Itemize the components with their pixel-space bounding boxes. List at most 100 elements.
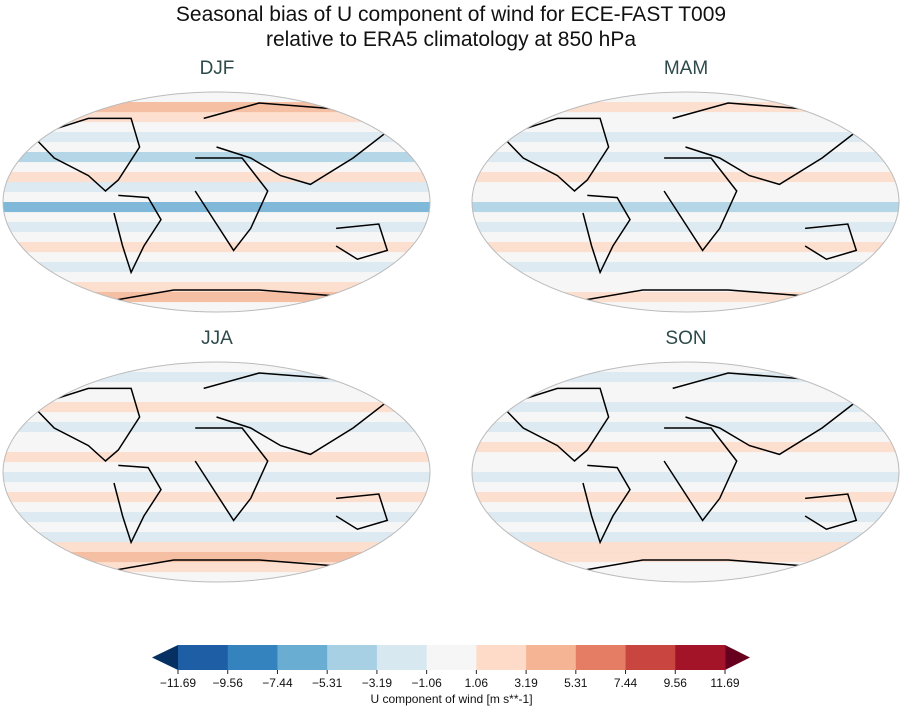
bias-band: [472, 272, 899, 283]
figure-title-line2: relative to ERA5 climatology at 850 hPa: [265, 28, 637, 51]
bias-band: [3, 442, 430, 453]
bias-band: [3, 202, 430, 213]
bias-band: [3, 102, 430, 113]
bias-band: [472, 552, 899, 563]
bias-band: [3, 432, 430, 443]
coastline: [663, 427, 738, 522]
coastline: [203, 372, 389, 456]
bias-band: [472, 522, 899, 533]
bias-band: [472, 222, 899, 233]
bias-band: [472, 432, 899, 443]
coastline: [582, 194, 631, 275]
bias-band: [3, 192, 430, 203]
bias-band: [3, 172, 430, 183]
bias-band: [3, 532, 430, 543]
bias-band: [3, 162, 430, 173]
colorbar-tick-label: 1.06: [465, 676, 489, 690]
panel-title-djf: DJF: [199, 58, 235, 79]
coastline: [32, 117, 141, 192]
colorbar-bin: [178, 645, 229, 670]
bias-band: [472, 482, 899, 493]
coastline: [335, 223, 389, 261]
bias-band: [472, 102, 899, 113]
map-border: [2, 91, 431, 313]
coastline: [804, 223, 858, 261]
colorbar-bin: [227, 645, 278, 670]
bias-band: [472, 562, 899, 573]
bias-band: [3, 512, 430, 523]
bias-band: [3, 112, 430, 123]
bias-band: [472, 502, 899, 513]
colorbar-bin: [575, 645, 627, 670]
colorbar-bin: [625, 645, 676, 670]
bias-band: [472, 242, 899, 253]
map-panel-jja: [3, 362, 430, 582]
bias-band: [472, 492, 899, 503]
bias-band: [3, 302, 430, 312]
coastline: [113, 194, 162, 275]
colorbar-tick-label: −3.19: [362, 676, 393, 690]
colorbar-bin: [327, 645, 378, 670]
bias-band: [3, 492, 430, 503]
bias-band: [472, 112, 899, 123]
bias-band: [3, 392, 430, 403]
bias-band: [472, 462, 899, 473]
bias-band: [472, 372, 899, 383]
bias-band: [3, 242, 430, 253]
map-border: [471, 361, 900, 583]
colorbar-bin: [675, 645, 726, 670]
bias-band: [472, 252, 899, 263]
panel-title-mam: MAM: [663, 58, 709, 79]
bias-band: [472, 132, 899, 143]
coastline: [113, 464, 162, 545]
coastline: [672, 102, 858, 186]
coastline: [203, 102, 389, 186]
map-border: [2, 361, 431, 583]
bias-band: [3, 472, 430, 483]
coastline: [804, 493, 858, 531]
bias-band: [3, 232, 430, 243]
bias-band: [472, 162, 899, 173]
colorbar: −11.69 −9.56 −7.44 −5.31 −3.19 −1.06 1.06 3.19 5…: [152, 645, 750, 706]
colorbar-tick-label: 7.44: [614, 676, 638, 690]
bias-band: [3, 482, 430, 493]
coastline: [663, 157, 738, 252]
bias-band: [3, 222, 430, 233]
bias-band: [472, 302, 899, 312]
bias-band: [472, 172, 899, 183]
colorbar-tick-label: −9.56: [213, 676, 244, 690]
coastline: [194, 427, 269, 522]
colorbar-tick-label: 3.19: [514, 676, 538, 690]
colorbar-bin: [376, 645, 428, 670]
bias-band: [3, 522, 430, 533]
bias-band: [472, 282, 899, 293]
colorbar-tick-label: −11.69: [160, 676, 196, 690]
colorbar-extend-high: [725, 645, 750, 670]
bias-band: [3, 542, 430, 553]
bias-band: [3, 402, 430, 413]
bias-band: [3, 212, 430, 223]
bias-band: [472, 262, 899, 273]
figure-title-line1: Seasonal bias of U component of wind for…: [175, 3, 727, 26]
colorbar-tick-label: 9.56: [664, 676, 688, 690]
bias-band: [472, 232, 899, 243]
coastline: [501, 387, 610, 462]
bias-band: [472, 182, 899, 193]
colorbar-tick-label: −7.44: [262, 676, 293, 690]
bias-band: [3, 122, 430, 133]
bias-band: [3, 462, 430, 473]
bias-band: [472, 542, 899, 553]
bias-band: [3, 282, 430, 293]
map-panel-mam: [472, 92, 899, 312]
bias-band: [472, 92, 899, 103]
colorbar-bin: [526, 645, 577, 670]
bias-band: [3, 252, 430, 263]
panel-title-son: SON: [665, 328, 707, 349]
colorbar-extend-low: [152, 645, 178, 670]
bias-band: [472, 442, 899, 453]
bias-band: [472, 532, 899, 543]
bias-band: [3, 182, 430, 193]
colorbar-label: U component of wind [m s**-1]: [370, 692, 532, 706]
bias-band: [472, 202, 899, 213]
